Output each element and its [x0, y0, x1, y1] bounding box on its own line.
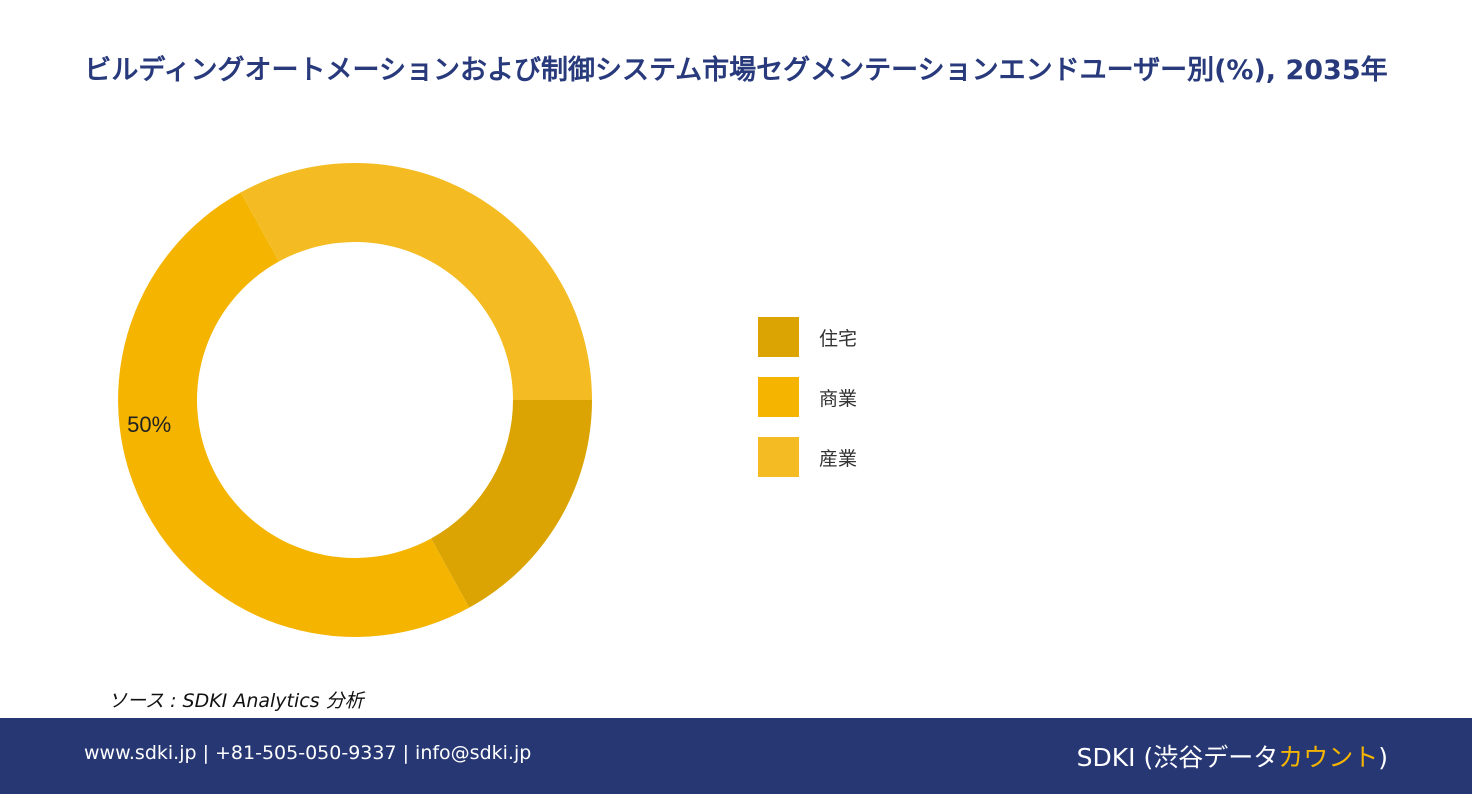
legend-swatch-residential: [758, 317, 799, 357]
footer-brand: SDKI (渋谷データカウント): [1077, 738, 1388, 774]
brand-accent: カウント: [1278, 743, 1379, 772]
legend-swatch-commercial: [758, 377, 799, 417]
legend-item-commercial[interactable]: 商業: [758, 377, 857, 417]
footer-bar: www.sdki.jp | +81-505-050-9337 | info@sd…: [0, 718, 1472, 794]
brand-prefix: SDKI (渋谷データ: [1076, 743, 1279, 772]
legend: 住宅 商業 産業: [758, 317, 857, 497]
source-note: ソース : SDKI Analytics 分析: [108, 690, 364, 712]
legend-item-residential[interactable]: 住宅: [758, 317, 857, 357]
donut-chart: 50%: [118, 163, 592, 637]
legend-item-industrial[interactable]: 産業: [758, 437, 857, 477]
slice-industrial[interactable]: [240, 163, 592, 400]
legend-label-residential: 住宅: [819, 327, 858, 350]
slice-commercial[interactable]: [118, 192, 470, 637]
legend-label-commercial: 商業: [819, 387, 858, 410]
legend-swatch-industrial: [758, 437, 799, 477]
footer-contact: www.sdki.jp | +81-505-050-9337 | info@sd…: [84, 742, 532, 764]
slice-residential[interactable]: [431, 400, 592, 608]
chart-title: ビルディングオートメーションおよび制御システム市場セグメンテーションエンドユーザ…: [84, 55, 1388, 86]
slice-label-commercial: 50%: [127, 412, 171, 437]
brand-suffix: ): [1378, 743, 1388, 772]
legend-label-industrial: 産業: [819, 447, 858, 470]
